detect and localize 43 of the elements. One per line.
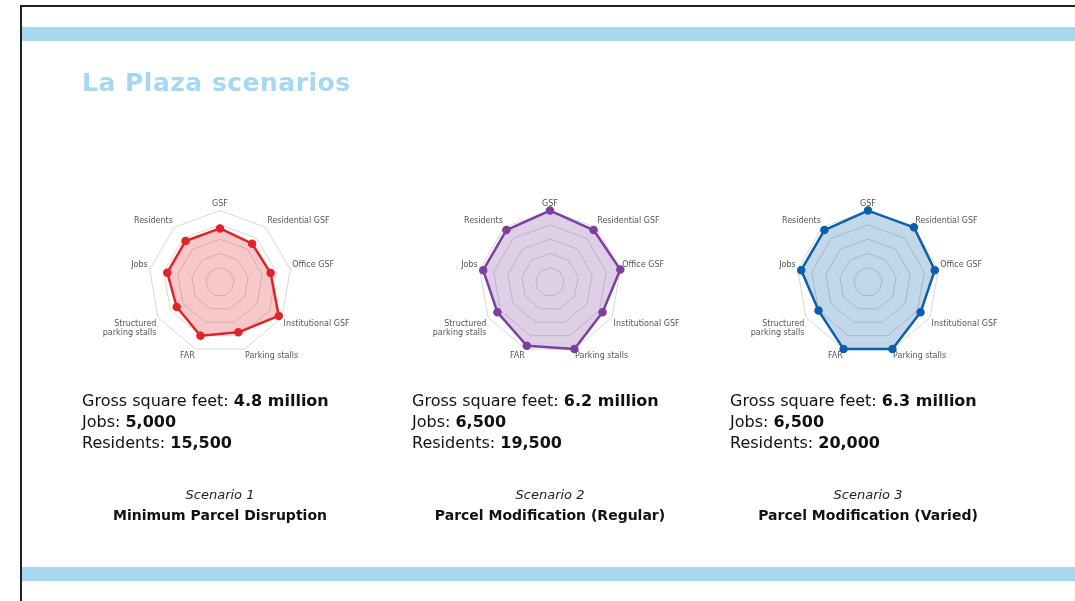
spoke-label: Institutional GSF bbox=[931, 318, 998, 328]
spoke-label: Residents bbox=[133, 216, 173, 226]
text: Minimum Parcel Disruption bbox=[112, 507, 328, 523]
spoke-label: Parking stalls bbox=[893, 350, 947, 360]
spoke-label: Office GSF bbox=[940, 259, 983, 269]
spoke-label: FAR bbox=[509, 350, 526, 360]
spoke-label: Parking stalls bbox=[245, 350, 299, 360]
spoke-label: Residential GSF bbox=[915, 216, 979, 226]
spoke-label: Office GSF bbox=[622, 259, 665, 269]
spoke-label: Jobs bbox=[778, 259, 796, 269]
spoke-label: GSF bbox=[212, 198, 229, 208]
text: Parcel Modification (Regular) bbox=[433, 507, 667, 523]
spoke-label: Parking stalls bbox=[575, 350, 629, 360]
text: Jobs: 6,500 bbox=[730, 411, 826, 432]
text: Jobs: 6,500 bbox=[412, 411, 508, 432]
spoke-label: Structured parking stalls bbox=[102, 318, 157, 338]
spoke-label: Residents bbox=[463, 216, 503, 226]
spoke-label: Structured parking stalls bbox=[750, 318, 805, 338]
spoke-label: FAR bbox=[179, 350, 196, 360]
spoke-label: Residential GSF bbox=[597, 216, 661, 226]
text: Gross square feet: 4.8 million bbox=[82, 390, 329, 411]
spoke-label: Residential GSF bbox=[267, 216, 331, 226]
spoke-label: Institutional GSF bbox=[283, 318, 350, 328]
text: Residents: 20,000 bbox=[730, 432, 881, 453]
text: Parcel Modification (Varied) bbox=[757, 507, 979, 523]
spoke-label: Structured parking stalls bbox=[432, 318, 487, 338]
text: Gross square feet: 6.2 million bbox=[412, 390, 659, 411]
text: Scenario 1 bbox=[184, 487, 256, 502]
text: La Plaza scenarios bbox=[82, 68, 351, 97]
spoke-label: Jobs bbox=[130, 259, 148, 269]
spoke-label: Office GSF bbox=[292, 259, 335, 269]
spoke-label: GSF bbox=[542, 198, 559, 208]
text: Residents: 15,500 bbox=[82, 432, 233, 453]
spoke-label: Jobs bbox=[460, 259, 478, 269]
text: Scenario 2 bbox=[514, 487, 586, 502]
text: Scenario 3 bbox=[832, 487, 904, 502]
spoke-label: FAR bbox=[827, 350, 844, 360]
spoke-label: GSF bbox=[860, 198, 877, 208]
text: Gross square feet: 6.3 million bbox=[730, 390, 977, 411]
text: Jobs: 5,000 bbox=[82, 411, 178, 432]
spoke-label: Institutional GSF bbox=[613, 318, 680, 328]
spoke-label: Residents bbox=[781, 216, 821, 226]
text: Residents: 19,500 bbox=[412, 432, 563, 453]
